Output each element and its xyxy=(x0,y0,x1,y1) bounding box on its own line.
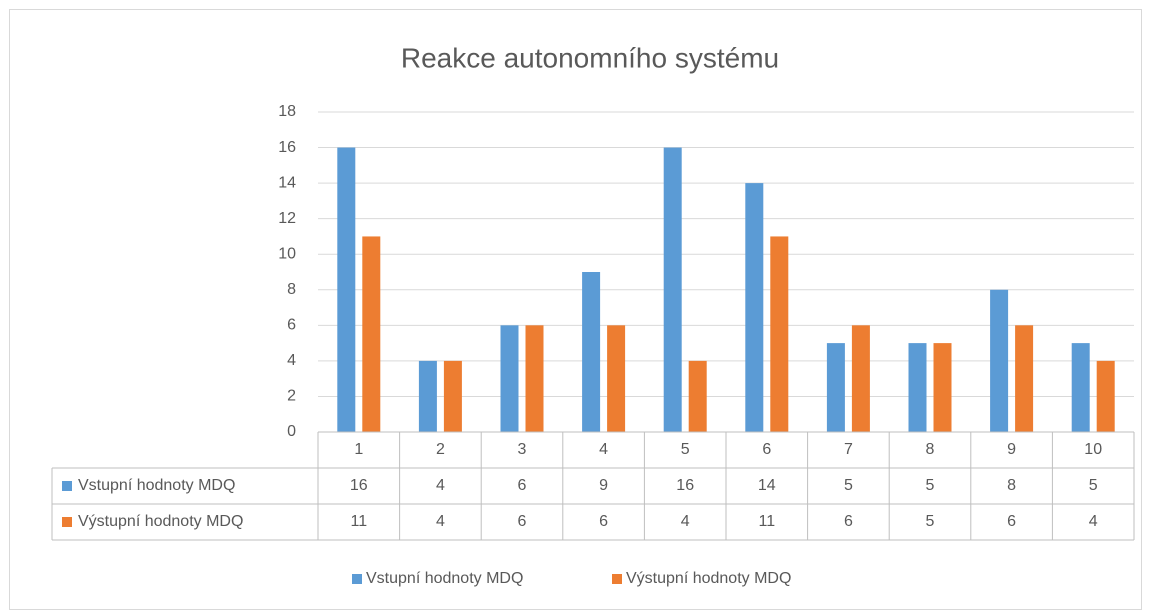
table-cell: 5 xyxy=(844,477,853,494)
bar xyxy=(663,147,682,433)
x-tick-label: 5 xyxy=(681,441,690,458)
table-cell: 5 xyxy=(1089,477,1098,494)
bar xyxy=(990,289,1009,432)
y-tick-label: 14 xyxy=(278,174,296,191)
bar xyxy=(1096,360,1115,432)
y-tick-label: 8 xyxy=(287,281,296,298)
table-cell: 5 xyxy=(926,477,935,494)
y-tick-label: 4 xyxy=(287,352,296,369)
table-cell: 4 xyxy=(436,477,445,494)
table-cell: 4 xyxy=(681,513,690,530)
x-tick-label: 8 xyxy=(926,441,935,458)
bar xyxy=(443,360,462,432)
table-cell: 11 xyxy=(350,513,367,530)
y-tick-label: 0 xyxy=(287,423,296,440)
legend-key xyxy=(352,574,362,584)
table-cell: 6 xyxy=(518,477,527,494)
table-cell: 8 xyxy=(1007,477,1016,494)
y-tick-label: 18 xyxy=(278,103,296,120)
bar xyxy=(908,343,927,432)
table-cell: 6 xyxy=(1007,513,1016,530)
x-tick-label: 7 xyxy=(844,441,853,458)
chart-border xyxy=(9,9,1142,610)
legend-key xyxy=(612,574,622,584)
table-legend-key xyxy=(62,481,72,491)
table-cell: 14 xyxy=(758,477,776,494)
y-tick-label: 10 xyxy=(278,245,296,262)
y-tick-label: 6 xyxy=(287,317,296,334)
bar xyxy=(1071,343,1090,432)
bar xyxy=(770,236,789,432)
y-tick-label: 12 xyxy=(278,210,296,227)
bar xyxy=(582,272,601,432)
table-cell: 9 xyxy=(599,477,608,494)
bar xyxy=(337,147,356,433)
bar xyxy=(1015,325,1034,432)
table-cell: 16 xyxy=(676,477,694,494)
x-tick-label: 3 xyxy=(518,441,527,458)
bar xyxy=(418,360,437,432)
table-cell: 6 xyxy=(518,513,527,530)
y-tick-label: 16 xyxy=(278,139,296,156)
chart-title: Reakce autonomního systému xyxy=(401,42,779,73)
legend-label: Výstupní hodnoty MDQ xyxy=(626,570,791,587)
table-cell: 5 xyxy=(926,513,935,530)
x-tick-label: 2 xyxy=(436,441,445,458)
table-cell: 16 xyxy=(350,477,368,494)
table-legend-key xyxy=(62,517,72,527)
x-tick-label: 6 xyxy=(762,441,771,458)
x-tick-label: 1 xyxy=(354,441,363,458)
table-cell: 4 xyxy=(436,513,445,530)
bar xyxy=(933,343,952,432)
y-tick-label: 2 xyxy=(287,388,296,405)
bar xyxy=(745,183,764,432)
table-cell: 6 xyxy=(844,513,853,530)
bar xyxy=(851,325,870,432)
table-row-label: Vstupní hodnoty MDQ xyxy=(78,477,235,494)
table-cell: 11 xyxy=(758,513,775,530)
bar xyxy=(362,236,381,432)
x-tick-label: 10 xyxy=(1084,441,1102,458)
bar xyxy=(826,343,845,432)
x-tick-label: 4 xyxy=(599,441,608,458)
x-tick-label: 9 xyxy=(1007,441,1016,458)
bar xyxy=(688,360,707,432)
bar xyxy=(525,325,544,432)
legend-label: Vstupní hodnoty MDQ xyxy=(366,570,523,587)
bar xyxy=(500,325,519,432)
table-cell: 6 xyxy=(599,513,608,530)
table-cell: 4 xyxy=(1089,513,1098,530)
table-row-label: Výstupní hodnoty MDQ xyxy=(78,513,243,530)
bar xyxy=(607,325,626,432)
